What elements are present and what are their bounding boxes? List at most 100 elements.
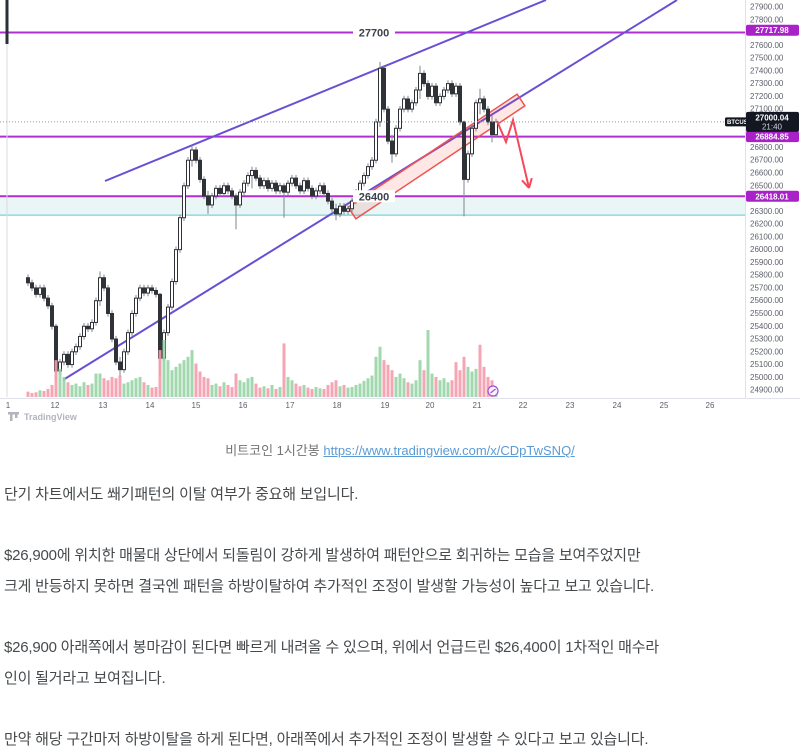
price-axis-label: 27600.00 [750,41,784,50]
volume-bar [238,380,242,397]
price-axis-label: 26200.00 [750,220,784,229]
tradingview-logo-icon [8,412,19,415]
candle-body [62,353,66,363]
volume-bar [378,346,382,397]
candle-body [370,159,374,168]
tradingview-snapshot-link[interactable]: https://www.tradingview.com/x/CDpTwSNQ/ [323,443,575,458]
volume-bar [182,360,186,397]
volume-bar [162,340,166,397]
volume-bar [298,386,302,397]
candle-body [118,361,122,371]
price-axis-label: 27200.00 [750,92,784,101]
candle-body [98,277,102,302]
candle-body [34,287,38,295]
candle-body [486,108,490,123]
price-axis-label: 27100.00 [750,105,784,114]
volume-bar [418,360,422,397]
candle-body [398,108,402,129]
candle-body [78,335,82,348]
candle-body [126,332,130,353]
volume-bar [278,386,282,397]
volume-bar [90,383,94,397]
volume-bar [190,350,194,397]
volume-bar [458,370,462,397]
candle-body [182,185,186,219]
candle-body [338,205,342,215]
volume-bar [286,376,290,397]
volume-bar [82,382,86,397]
candle-body [286,182,290,193]
candle-body [202,178,206,197]
candle-body [238,191,242,206]
candle-body [166,306,170,334]
candle-body [434,85,438,104]
volume-bar [470,371,474,397]
candle-body [114,338,118,363]
price-axis-label: 27500.00 [750,54,784,63]
candle-body [314,190,318,197]
volume-bar [354,384,358,397]
volume-bar [142,382,146,397]
candle-body [150,287,154,291]
volume-bar [262,386,266,397]
candle-body [254,169,258,179]
candle-body [490,121,494,136]
volume-bar [346,387,350,397]
volume-bar [454,362,458,397]
volume-bar [106,380,110,397]
candle-body [282,185,286,193]
volume-bar [50,384,54,397]
volume-bar [290,380,294,397]
price-badge-label: 26418.01 [755,192,789,201]
candle-body [418,72,422,91]
volume-bar [250,376,254,397]
candle-body [46,297,50,307]
time-axis-label: 12 [51,401,60,410]
time-axis-label: 24 [613,401,622,410]
price-axis-label: 26600.00 [750,169,784,178]
volume-bar [302,384,306,397]
level-label-bg [353,26,395,39]
volume-bar [122,383,126,397]
volume-bar [38,390,42,397]
circle-marker-arrow [490,388,496,394]
time-axis-label: 26 [706,401,715,410]
volume-bar [334,380,338,397]
time-axis-label: 14 [146,401,155,410]
volume-bar [446,382,450,397]
tradingview-logo-icon [10,412,13,421]
volume-bar [34,392,38,397]
candle-body [170,281,174,308]
support-band [0,196,745,216]
volume-bar [438,380,442,397]
image-caption: 비트코인 1시간봉 https://www.tradingview.com/x/… [0,440,800,459]
volume-bar [322,388,326,397]
candle-body [390,140,394,155]
candle-body [470,127,474,155]
candle-body [234,195,238,206]
volume-bar [138,376,142,397]
volume-bar [398,373,402,397]
article-body: 단기 차트에서도 쐐기패턴의 이탈 여부가 중요해 보입니다. $26,900에… [0,479,800,755]
volume-bar [422,370,426,397]
candle-body [122,351,126,371]
price-badge [746,24,799,36]
volume-bar [98,373,102,397]
candle-body [330,200,334,210]
last-price-value: 27000.04 [755,113,789,122]
volume-bar [118,375,122,397]
candle-body [206,195,210,206]
candle-body [386,108,390,142]
projection-arrow-head [521,179,530,189]
level-label: 27700 [359,28,390,40]
candle-body [226,185,230,192]
time-axis-label: 1 [6,401,11,410]
volume-bar [386,364,390,397]
candle-body [290,177,294,184]
volume-bar [198,371,202,397]
candle-body [198,159,202,180]
candle-body [430,85,434,97]
candle-body [466,153,470,180]
price-axis-label: 25500.00 [750,309,784,318]
candle-body [274,182,278,192]
